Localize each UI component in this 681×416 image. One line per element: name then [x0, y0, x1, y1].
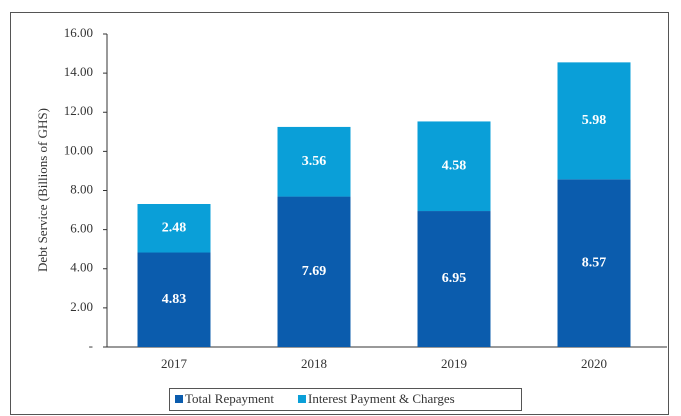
y-tick-label: 2.00 — [70, 299, 93, 314]
bar-segment — [137, 203, 211, 253]
y-tick-label: 4.00 — [70, 260, 93, 275]
y-tick-label: 10.00 — [64, 142, 93, 157]
y-tick-label: 12.00 — [64, 103, 93, 118]
bar-segment — [417, 121, 491, 212]
bar-segment — [557, 62, 631, 180]
data-label: 5.98 — [582, 113, 607, 128]
bar-segment — [137, 252, 211, 347]
data-label: 8.57 — [582, 255, 607, 270]
bar-segment — [277, 196, 351, 347]
x-tick-label: 2018 — [301, 356, 327, 371]
legend-label: Interest Payment & Charges — [308, 391, 455, 406]
legend-box — [169, 388, 522, 411]
y-tick-label: 6.00 — [70, 221, 93, 236]
y-axis-label: Debt Service (Billions of GHS) — [35, 108, 50, 272]
y-tick-label: 16.00 — [64, 25, 93, 40]
x-tick-label: 2017 — [161, 356, 188, 371]
legend-swatch — [297, 395, 306, 403]
y-tick-label: - — [89, 338, 93, 353]
bar-segment — [417, 211, 491, 347]
legend-label: Total Repayment — [185, 391, 274, 406]
y-tick-label: 14.00 — [64, 64, 93, 79]
x-tick-label: 2019 — [441, 356, 467, 371]
data-label: 6.95 — [442, 271, 467, 286]
x-tick-label: 2020 — [581, 356, 607, 371]
data-label: 3.56 — [302, 154, 327, 169]
data-label: 4.83 — [162, 292, 187, 307]
data-label: 2.48 — [162, 220, 187, 235]
y-tick-label: 8.00 — [70, 181, 93, 196]
legend-swatch — [175, 395, 183, 403]
bar-segment — [557, 179, 631, 347]
data-label: 7.69 — [302, 264, 327, 279]
bar-segment — [277, 126, 351, 197]
data-label: 4.58 — [442, 158, 467, 173]
